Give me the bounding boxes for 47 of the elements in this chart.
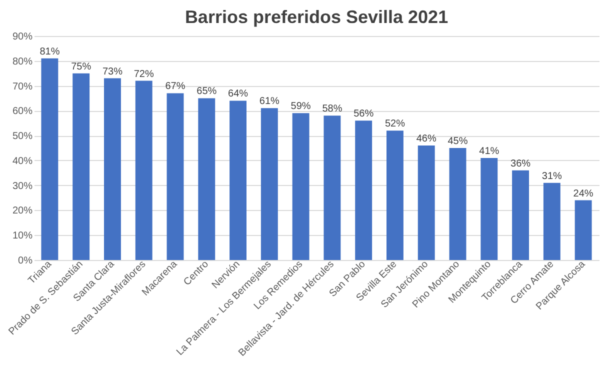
- bar: [135, 80, 152, 260]
- bar: [480, 158, 498, 260]
- bar: [41, 58, 58, 260]
- bar: [418, 146, 435, 260]
- bar: [260, 108, 278, 260]
- bar: [72, 73, 90, 260]
- bar: [355, 120, 372, 260]
- y-tick-label: 10%: [12, 230, 33, 242]
- data-label: 61%: [259, 96, 280, 108]
- data-label: 58%: [322, 104, 342, 115]
- y-tick-label: 0%: [18, 256, 33, 266]
- data-label: 46%: [416, 134, 436, 145]
- data-label: 41%: [479, 146, 500, 157]
- bar: [230, 100, 247, 260]
- y-tick-label: 50%: [12, 131, 33, 142]
- data-label: 45%: [448, 136, 468, 147]
- bar: [324, 116, 341, 260]
- bar: [512, 170, 530, 260]
- data-label: 81%: [40, 46, 60, 58]
- y-tick-label: 20%: [12, 206, 33, 217]
- bar: [166, 93, 184, 260]
- bar: [292, 113, 310, 260]
- y-tick-label: 70%: [12, 81, 33, 92]
- data-label: 64%: [228, 88, 248, 100]
- data-label: 56%: [354, 108, 374, 120]
- data-label: 59%: [290, 101, 311, 112]
- y-tick-label: 80%: [12, 56, 33, 68]
- data-label: 67%: [165, 81, 186, 92]
- y-tick-label: 40%: [12, 156, 33, 167]
- bar: [543, 182, 560, 260]
- data-label: 36%: [510, 158, 531, 170]
- data-label: 73%: [102, 66, 123, 78]
- bar: [574, 200, 592, 260]
- bar: [104, 78, 121, 260]
- y-tick-label: 90%: [12, 32, 33, 42]
- data-label: 24%: [573, 188, 594, 200]
- bar: [198, 98, 216, 260]
- data-label: 75%: [71, 61, 92, 72]
- bar: [449, 148, 466, 260]
- chart-title: Barrios preferidos Sevilla 2021: [184, 7, 448, 27]
- bar: [386, 130, 404, 260]
- data-label: 52%: [384, 118, 406, 130]
- data-label: 72%: [134, 68, 154, 80]
- data-label: 65%: [196, 86, 217, 98]
- y-tick-label: 60%: [12, 106, 33, 118]
- y-tick-label: 30%: [12, 180, 33, 192]
- data-label: 31%: [542, 170, 562, 182]
